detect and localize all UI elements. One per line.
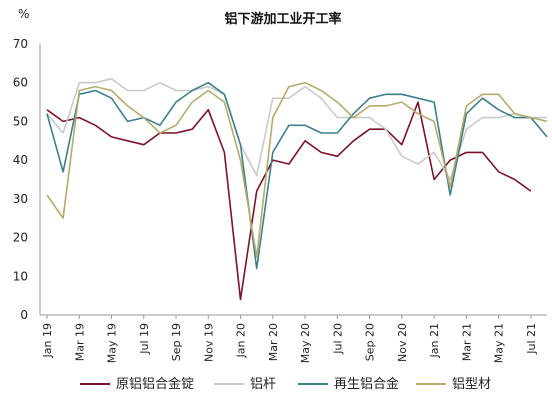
axes: 0 10 20 30 40 50 60 70 Jan 19 Mar 19 May 19 Jul 19 S… (13, 37, 547, 363)
y-tick-label: 30 (13, 192, 28, 206)
legend-label: 再生铝合金 (334, 376, 399, 392)
y-axis-unit: % (18, 7, 29, 21)
legend-label: 铝型材 (452, 377, 491, 392)
x-tick-label: Jul 21 (525, 323, 538, 355)
series-line-3 (46, 81, 548, 270)
y-tick-label: 60 (13, 76, 28, 90)
series-line-2 (46, 78, 547, 181)
x-tick-label: Jul 19 (138, 323, 151, 355)
legend-label: 原铝铝合金锭 (116, 376, 194, 392)
x-tick-label: Sep 19 (170, 323, 183, 361)
y-tick-label: 40 (13, 153, 28, 167)
series-lines (46, 78, 548, 301)
chart-title: 铝下游加工业开工率 (224, 11, 341, 27)
legend: 原铝铝合金锭 铝杆 再生铝合金 铝型材 (80, 376, 491, 392)
x-tick-label: Mar 19 (73, 323, 86, 361)
x-tick-label: Jan 21 (428, 323, 441, 358)
y-tick-label: 0 (20, 308, 28, 322)
y-tick-label: 10 (13, 269, 28, 283)
x-tick-label: Mar 20 (267, 323, 280, 361)
x-tick-label: Jan 20 (235, 323, 248, 358)
y-tick-label: 70 (13, 37, 28, 51)
x-tick-label: Jan 19 (41, 323, 54, 358)
series-line-1 (46, 101, 532, 301)
x-tick-label: May 21 (493, 323, 506, 363)
x-tick-label: May 20 (299, 323, 312, 363)
y-tick-label: 20 (13, 231, 28, 245)
legend-label: 铝杆 (250, 377, 276, 392)
x-tick-label: Nov 19 (202, 323, 215, 362)
x-tick-label: Nov 20 (396, 323, 409, 362)
x-tick-label: Sep 20 (364, 323, 377, 361)
x-tick-label: May 19 (106, 323, 119, 363)
y-tick-label: 50 (13, 114, 28, 128)
x-tick-label: Jul 20 (331, 323, 344, 355)
x-tick-label: Mar 21 (460, 323, 473, 361)
series-line-4 (46, 81, 548, 258)
